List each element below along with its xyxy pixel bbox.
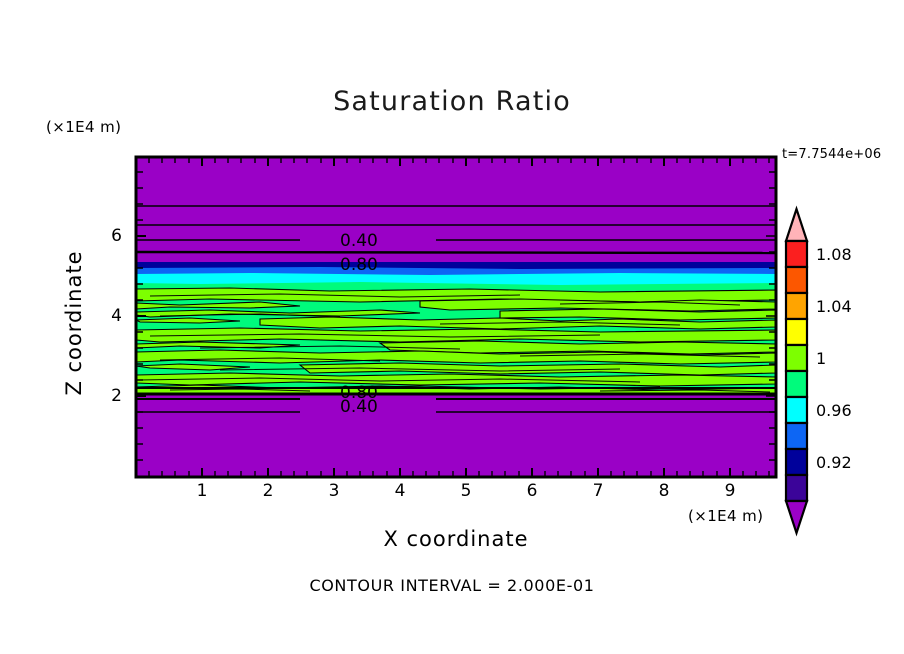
x-axis-title: X coordinate [383,527,529,551]
z-axis-ticks [136,171,776,461]
colorbar-band [784,265,809,295]
colorbar-band [784,447,809,477]
x-tick-label: 7 [592,481,604,501]
colorbar-band [784,421,809,451]
colorbar-band [784,343,809,373]
plot-field [136,157,776,477]
z-tick-label: 2 [111,386,122,406]
x-axis-unit-label: (×1E4 m) [688,507,764,525]
colorbar-band [784,473,809,503]
x-tick-label: 8 [658,481,670,501]
colorbar [784,205,809,537]
z-axis-title: Z coordinate [62,250,86,396]
contour-label: 0.80 [340,255,378,275]
contour-interval-note: CONTOUR INTERVAL = 2.000E-01 [309,576,595,595]
z-tick-label: 6 [111,226,122,246]
x-tick-label: 9 [724,481,736,501]
contour-label: 0.40 [340,231,378,251]
colorbar-band [784,239,809,269]
x-tick-label: 6 [526,481,538,501]
x-tick-label: 2 [262,481,274,501]
x-tick-label: 5 [460,481,472,501]
colorbar-tick-label: 1.04 [816,297,852,316]
x-tick-label: 3 [328,481,340,501]
colorbar-band [784,317,809,347]
x-tick-label: 1 [196,481,208,501]
colorbar-tick-label: 0.96 [816,401,852,420]
colorbar-top-arrow [784,205,809,243]
x-axis-ticks [148,157,770,477]
z-axis-unit-label: (×1E4 m) [46,118,122,136]
colorbar-band [784,291,809,321]
contour-label: 0.80 [340,383,378,403]
colorbar-tick-label: 1 [816,349,827,368]
contour-label: 0.40 [340,397,378,417]
colorbar-band [784,395,809,425]
colorbar-tick-label: 1.08 [816,245,852,264]
lower-contour-lines [136,387,776,477]
page-title: Saturation Ratio [333,86,571,117]
mottled-saturation-patches [136,287,776,394]
z-tick-label: 4 [111,306,122,326]
time-stamp-label: t=7.7544e+06 [782,147,882,162]
colorbar-tick-label: 0.92 [816,453,852,472]
colorbar-bottom-arrow [784,499,809,537]
colorbar-band [784,369,809,399]
x-tick-label: 4 [394,481,406,501]
